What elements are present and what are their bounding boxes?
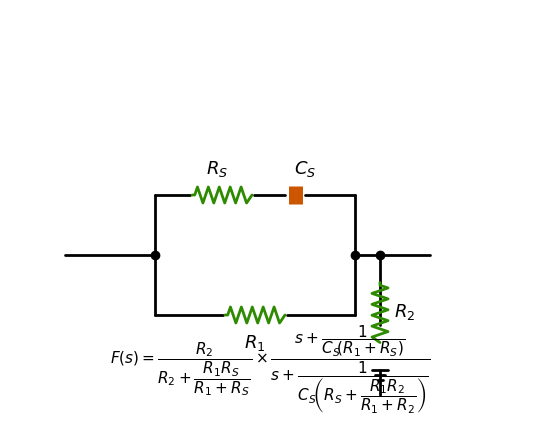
Text: $F(s)=\dfrac{R_2}{R_2+\dfrac{R_1R_S}{R_1+R_S}}\times\dfrac{s+\dfrac{1}{C_S\!\lef: $F(s)=\dfrac{R_2}{R_2+\dfrac{R_1R_S}{R_1… — [110, 324, 430, 416]
Text: $R_S$: $R_S$ — [206, 159, 228, 179]
Text: $R_1$: $R_1$ — [244, 333, 266, 353]
Text: $C_S$: $C_S$ — [294, 159, 316, 179]
Text: $R_2$: $R_2$ — [394, 303, 415, 323]
